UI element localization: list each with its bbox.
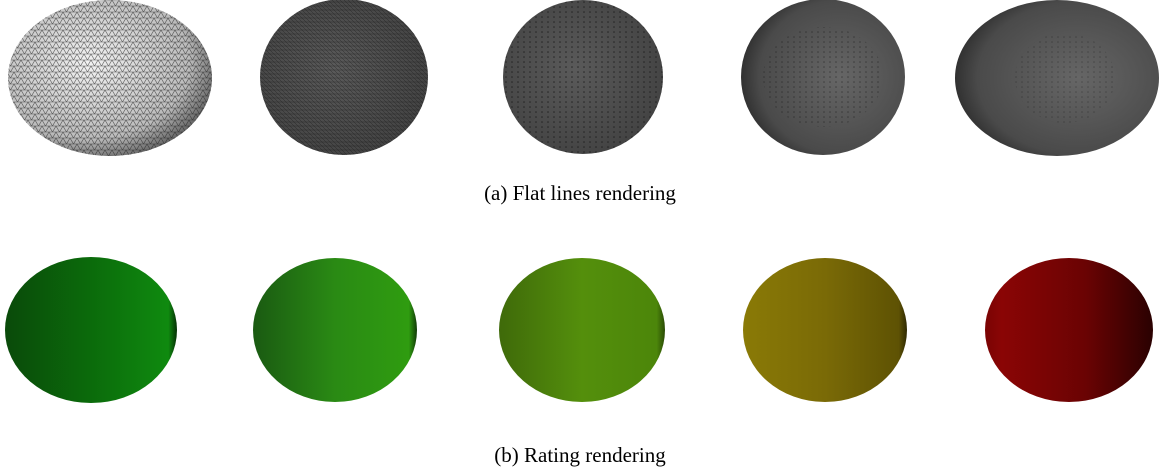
mesh-lines (260, 0, 428, 155)
rating-sphere (743, 258, 907, 402)
rating-sphere (985, 258, 1153, 402)
caption: (a) Flat lines rendering (484, 181, 676, 205)
figure: (a) Flat lines rendering (b) Rating rend… (0, 0, 1162, 473)
flat-lines-row (8, 0, 1159, 156)
mesh-lines (763, 27, 883, 127)
rating-sphere (499, 258, 665, 402)
caption: (b) Rating rendering (494, 443, 666, 467)
rating-sphere (5, 257, 177, 403)
mesh-lines (503, 0, 663, 154)
rating-sphere (253, 258, 417, 402)
rating-row (5, 257, 1153, 403)
mesh-lines (1015, 33, 1115, 123)
mesh-lines (8, 0, 212, 156)
